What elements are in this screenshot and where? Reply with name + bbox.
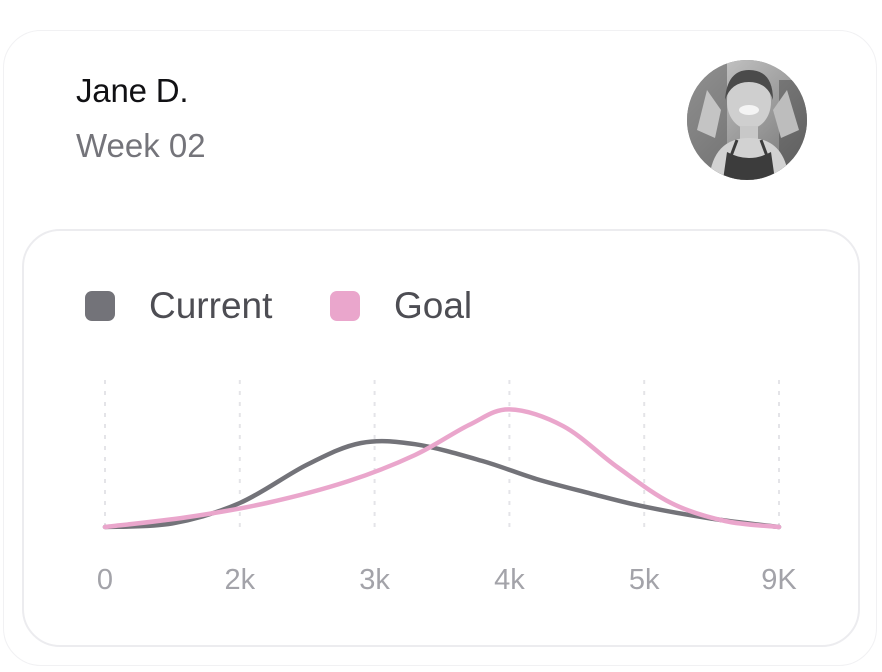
x-tick-label: 9K — [761, 564, 797, 596]
x-tick-label: 2k — [224, 564, 255, 596]
x-tick-label: 4k — [494, 564, 525, 596]
x-tick-label: 3k — [359, 564, 390, 596]
x-tick-label: 0 — [97, 564, 113, 596]
x-tick-label: 5k — [629, 564, 660, 596]
goal-series-line — [105, 409, 779, 527]
